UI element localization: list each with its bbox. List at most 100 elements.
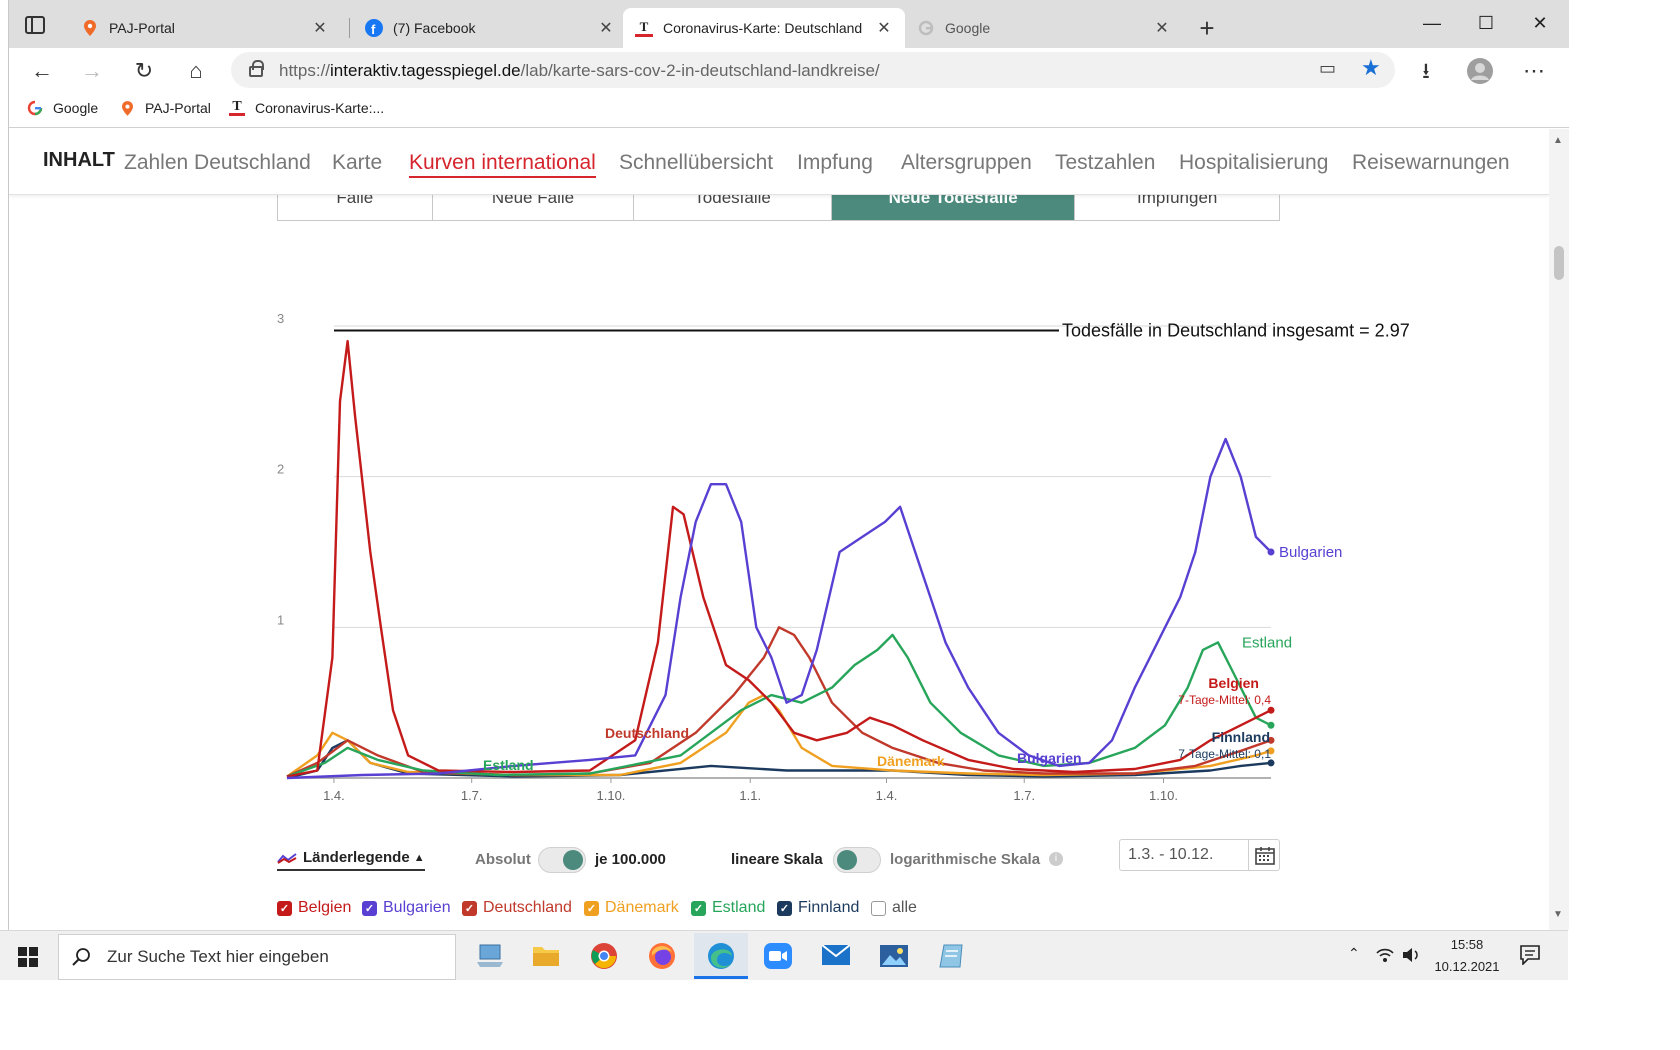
nav-hospitalisierung[interactable]: Hospitalisierung [1179,151,1329,174]
close-icon[interactable]: ✕ [1155,20,1169,37]
inline-label-bulgarien: Bulgarien [1017,750,1082,766]
end-label-estland: Estland [1242,634,1292,651]
clock-time[interactable]: 15:58 [1450,937,1484,952]
page-content: INHALT Zahlen Deutschland Karte Kurven i… [9,129,1549,930]
close-icon[interactable]: ✕ [313,20,327,37]
file-explorer-icon[interactable] [532,943,560,967]
more-menu-icon[interactable]: ⋯ [1523,58,1545,83]
tab-google[interactable]: Google ✕ [905,8,1183,48]
mail-icon[interactable] [822,945,850,965]
legend-toggle-label: Länderlegende [303,849,410,866]
page-scrollbar[interactable]: ▲ ▼ [1549,129,1569,930]
bookmark-paj-portal[interactable]: PAJ-Portal [119,100,211,116]
absolut-je100k-switch[interactable] [538,847,586,873]
series-end-dot-belgien [1267,706,1275,714]
bookmark-label: Coronavirus-Karte:... [255,100,385,116]
date-range-value: 1.3. - 10.12. [1128,846,1214,863]
clock-date[interactable]: 10.12.2021 [1434,959,1500,974]
nav-zahlen-deutschland[interactable]: Zahlen Deutschland [124,151,311,174]
volume-icon[interactable] [1402,947,1420,963]
bookmark-google[interactable]: Google [27,100,98,116]
browser-window: PAJ-Portal ✕ f (7) Facebook ✕ T Coronavi… [8,0,1569,930]
scroll-thumb[interactable] [1554,246,1564,280]
edge-taskbar-button[interactable] [694,933,748,979]
legend-finnland[interactable]: ✓ Finnland [777,899,859,917]
notifications-icon[interactable] [1520,945,1540,965]
firefox-icon[interactable] [648,942,676,970]
chevron-up-icon[interactable]: ⌃ [1348,945,1360,961]
nav-karte[interactable]: Karte [332,151,383,174]
google-icon [917,19,935,37]
top-navigation: INHALT Zahlen Deutschland Karte Kurven i… [9,129,1549,195]
window-close-icon[interactable]: ✕ [1532,13,1548,33]
scale-switch[interactable] [833,847,881,873]
bookmarks-bar: Google PAJ-Portal T Coronavirus-Karte:..… [9,92,1569,128]
nav-impfung[interactable]: Impfung [797,151,873,174]
maximize-icon[interactable]: ☐ [1477,13,1495,33]
series-line-deutschland [286,626,1272,778]
windows-start-icon[interactable] [18,947,38,967]
scroll-up-icon[interactable]: ▲ [1553,135,1563,146]
series-end-dot-bulgarien [1267,548,1275,556]
minimize-icon[interactable]: — [1423,13,1441,33]
end-label-sub-finnland: 7-Tage-Mittel: 0,1 [1178,747,1271,761]
nav-testzahlen[interactable]: Testzahlen [1055,151,1156,174]
download-icon[interactable]: ⭳ [1422,58,1430,83]
nav-kurven-international[interactable]: Kurven international [409,151,596,178]
nav-reisewarnungen[interactable]: Reisewarnungen [1352,151,1510,174]
legend-label: Estland [712,899,766,916]
notes-app-icon[interactable] [938,943,966,969]
refresh-icon[interactable]: ↻ [134,58,154,83]
inline-label-deutschland: Deutschland [605,725,689,741]
wifi-icon[interactable] [1376,947,1394,963]
new-tab-button[interactable]: + [1199,13,1215,43]
x-tick-label: 1.10. [597,788,626,803]
bookmark-coronavirus-karte[interactable]: T Coronavirus-Karte:... [229,99,385,116]
legend-bulgarien[interactable]: ✓ Bulgarien [362,899,451,917]
nav-inhalt[interactable]: INHALT [43,149,115,171]
tab-title: Coronavirus-Karte: Deutschland [663,20,863,36]
tagesspiegel-icon: T [635,19,653,37]
reader-mode-icon[interactable]: ▭ [1319,58,1337,78]
address-bar[interactable]: https://interaktiv.tagesspiegel.de/lab/k… [231,52,1395,88]
date-range-picker[interactable]: 1.3. - 10.12. [1119,839,1280,871]
checkbox-checked-icon: ✓ [462,900,477,916]
info-icon[interactable]: i [1049,852,1063,866]
svg-text:f: f [371,22,376,37]
favorite-star-icon[interactable]: ★ [1361,55,1381,80]
taskbar-search[interactable]: Zur Suche Text hier eingeben [58,934,456,980]
y-tick-label: 3 [277,311,284,326]
tab-facebook[interactable]: f (7) Facebook ✕ [353,8,627,48]
tab-strip: PAJ-Portal ✕ f (7) Facebook ✕ T Coronavi… [9,0,1569,48]
laptop-app-icon[interactable] [476,943,504,969]
legend-deutschland[interactable]: ✓ Deutschland [462,899,572,917]
legend-daenemark[interactable]: ✓ Dänemark [584,899,679,917]
chart: 3 2 1 1.4. 1.7. 1.10. 1.1. 1.4. 1.7. 1.10. Todesfä… [277,311,1410,803]
forward-icon[interactable]: → [81,58,103,83]
nav-altersgruppen[interactable]: Altersgruppen [901,151,1032,174]
checkbox-checked-icon: ✓ [277,900,292,916]
legend-alle[interactable]: alle [871,899,917,917]
legend-label: alle [892,899,917,916]
laenderlegende-toggle[interactable]: Länderlegende ▲ [277,849,425,871]
series-line-estland [286,633,1272,778]
checkbox-checked-icon: ✓ [584,900,599,916]
chrome-icon[interactable] [590,942,618,970]
close-icon[interactable]: ✕ [877,20,891,37]
legend-estland[interactable]: ✓ Estland [691,899,765,917]
close-icon[interactable]: ✕ [599,20,613,37]
end-label-bulgarien: Bulgarien [1279,544,1342,561]
search-icon [72,948,90,966]
tab-paj-portal[interactable]: PAJ-Portal ✕ [69,8,341,48]
tab-actions-icon[interactable] [25,16,45,34]
profile-avatar-icon[interactable] [1463,54,1497,88]
nav-schnelluebersicht[interactable]: Schnellübersicht [619,151,774,174]
facebook-icon: f [365,19,383,37]
scroll-down-icon[interactable]: ▼ [1553,909,1563,920]
zoom-icon[interactable] [764,943,792,969]
back-icon[interactable]: ← [31,58,53,83]
tab-coronavirus-karte[interactable]: T Coronavirus-Karte: Deutschland ✕ [623,8,905,48]
legend-belgien[interactable]: ✓ Belgien [277,899,351,917]
photos-app-icon[interactable] [880,943,908,969]
home-icon[interactable]: ⌂ [189,58,203,83]
